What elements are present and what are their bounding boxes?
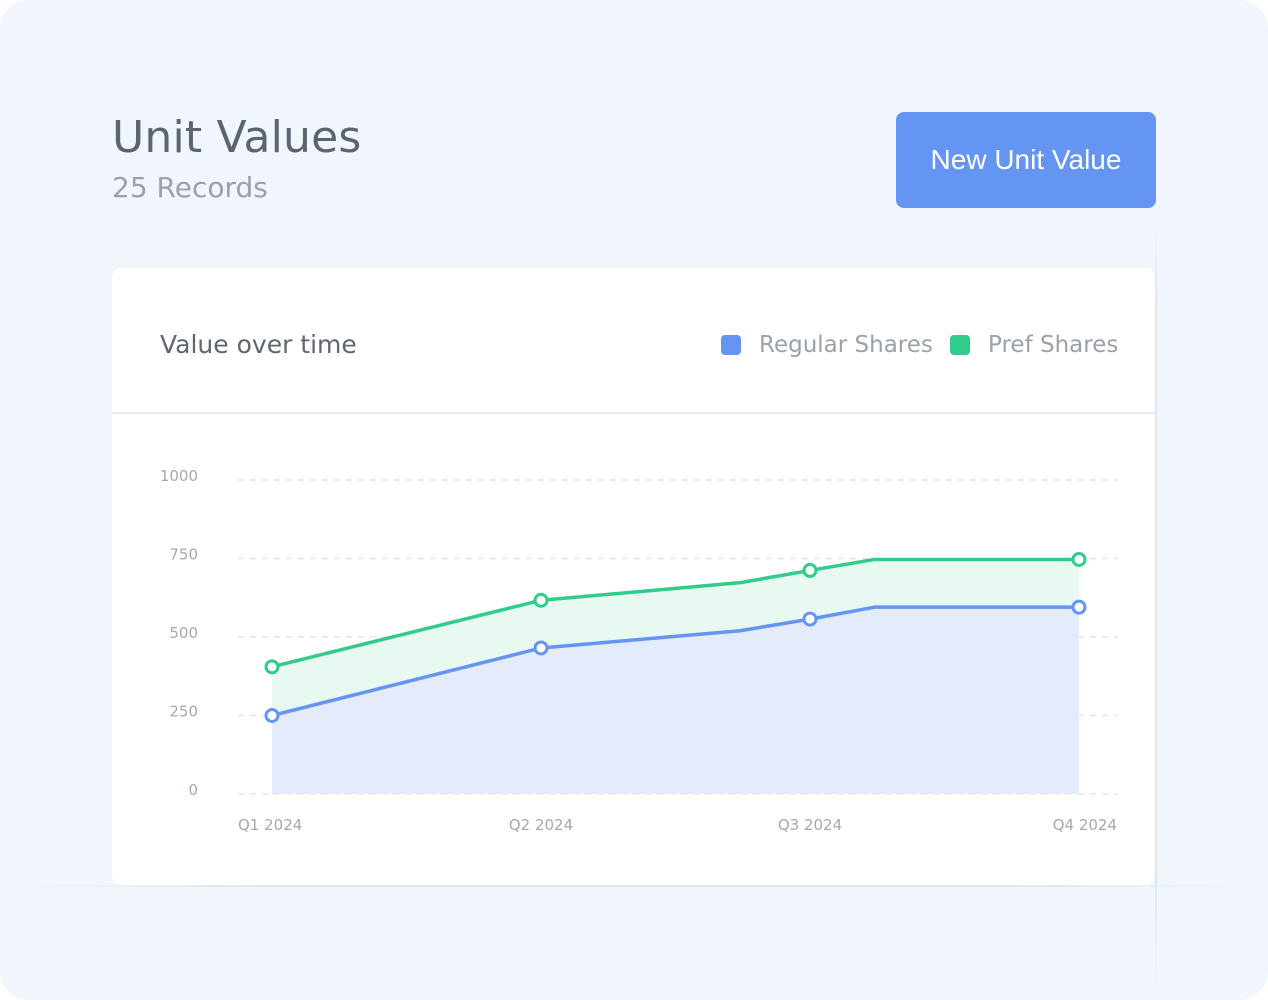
legend-label-pref: Pref Shares — [988, 332, 1119, 358]
point-pref-shares-1 — [264, 659, 280, 675]
point-pref-shares-2 — [533, 592, 549, 608]
legend-label-regular: Regular Shares — [759, 332, 933, 358]
legend-swatch-regular — [721, 335, 741, 355]
area-regular-shares — [272, 607, 1079, 794]
y-tick-label-750: 750 — [169, 546, 198, 564]
new-unit-value-button[interactable]: New Unit Value — [896, 112, 1156, 208]
marker-layer — [264, 551, 1087, 723]
record-count: 25 Records — [112, 171, 268, 204]
y-tick-layer: 0 250 500 750 1000 — [160, 467, 198, 799]
legend-item-regular-shares[interactable]: Regular Shares — [721, 332, 933, 358]
guide-line-horizontal — [20, 885, 1250, 887]
point-pref-shares-3 — [802, 562, 818, 578]
line-layer — [270, 557, 1081, 718]
point-regular-shares-2 — [533, 640, 549, 656]
line-pref-shares — [270, 557, 1081, 669]
chart-title: Value over time — [160, 330, 357, 359]
x-tick-label-3: Q3 2024 — [778, 816, 842, 834]
x-tick-label-1: Q1 2024 — [238, 816, 302, 834]
area-pref-shares — [272, 559, 1079, 716]
point-regular-shares-4 — [1071, 599, 1087, 615]
point-regular-shares-3 — [802, 611, 818, 627]
chart-card-header: Value over time Regular Shares Pref Shar… — [112, 268, 1155, 414]
y-tick-label-1000: 1000 — [160, 467, 198, 485]
legend-swatch-pref — [950, 335, 970, 355]
x-tick-label-2: Q2 2024 — [509, 816, 573, 834]
legend-item-pref-shares[interactable]: Pref Shares — [950, 332, 1118, 358]
x-tick-layer: Q1 2024 Q2 2024 Q3 2024 Q4 2024 — [238, 816, 1117, 834]
x-tick-label-4: Q4 2024 — [1053, 816, 1117, 834]
y-tick-label-0: 0 — [188, 781, 198, 799]
area-layer — [272, 559, 1079, 794]
y-tick-label-250: 250 — [169, 703, 198, 721]
point-regular-shares-1 — [264, 708, 280, 723]
page-title: Unit Values — [112, 112, 362, 163]
guide-line-vertical — [1155, 225, 1157, 995]
y-tick-label-500: 500 — [169, 624, 198, 642]
line-regular-shares — [270, 605, 1081, 718]
point-pref-shares-4 — [1071, 551, 1087, 567]
